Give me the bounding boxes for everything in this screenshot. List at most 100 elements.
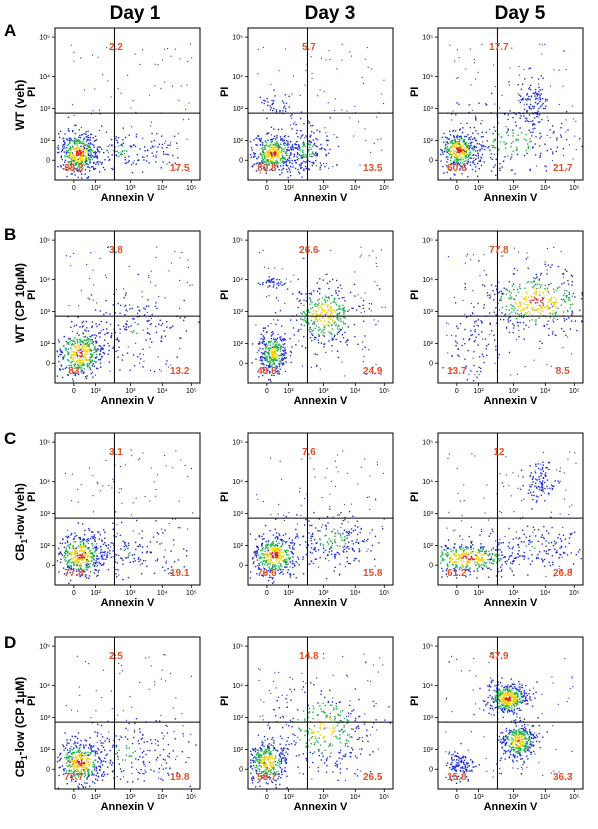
scatter-point xyxy=(276,367,278,369)
scatter-point xyxy=(110,138,113,141)
scatter-point xyxy=(62,356,64,358)
scatter-point xyxy=(478,333,480,336)
scatter-point xyxy=(260,137,262,140)
scatter-point xyxy=(90,149,93,151)
scatter-point xyxy=(90,372,92,375)
scatter-point xyxy=(96,302,98,304)
scatter-point xyxy=(303,123,305,125)
scatter-point xyxy=(101,162,103,164)
scatter-point xyxy=(551,151,554,153)
scatter-point xyxy=(68,567,70,569)
scatter-point xyxy=(94,334,96,336)
scatter-point xyxy=(163,153,165,155)
scatter-point xyxy=(525,133,527,136)
scatter-point xyxy=(535,323,537,326)
y-tick-label: 10² xyxy=(423,138,434,145)
scatter-point xyxy=(299,149,301,152)
scatter-point xyxy=(80,148,82,150)
scatter-point xyxy=(164,48,166,50)
scatter-point xyxy=(309,155,311,158)
scatter-point xyxy=(542,77,544,79)
scatter-point xyxy=(518,74,520,76)
scatter-point xyxy=(90,560,93,563)
scatter-point xyxy=(498,148,500,150)
scatter-point xyxy=(76,570,78,572)
scatter-point xyxy=(268,370,271,373)
scatter-point xyxy=(459,162,462,164)
scatter-point xyxy=(473,159,475,162)
scatter-point xyxy=(152,155,155,157)
x-tick-label: 10⁵ xyxy=(379,388,390,395)
scatter-point xyxy=(507,128,509,130)
scatter-point xyxy=(198,321,200,323)
scatter-point xyxy=(269,152,271,154)
scatter-point xyxy=(493,126,495,128)
scatter-point xyxy=(124,314,126,316)
scatter-point xyxy=(80,361,82,363)
scatter-point xyxy=(267,325,269,327)
scatter-point xyxy=(520,304,522,306)
scatter-point xyxy=(72,567,75,570)
scatter-point xyxy=(75,324,78,326)
scatter-point xyxy=(249,140,252,143)
scatter-point xyxy=(83,336,85,338)
scatter-point xyxy=(70,534,72,536)
scatter-point xyxy=(508,81,510,83)
scatter-point xyxy=(57,148,60,150)
scatter-point xyxy=(442,367,444,369)
scatter-point xyxy=(563,276,565,278)
scatter-point xyxy=(268,362,271,364)
scatter-point xyxy=(187,476,189,478)
scatter-point xyxy=(258,564,261,566)
scatter-point xyxy=(276,283,278,285)
scatter-point xyxy=(341,327,344,329)
scatter-point xyxy=(263,266,265,268)
scatter-point xyxy=(477,152,479,154)
scatter-point xyxy=(269,549,271,551)
scatter-point xyxy=(337,316,339,319)
scatter-point xyxy=(115,154,117,156)
scatter-point xyxy=(151,313,153,316)
scatter-point xyxy=(110,542,112,544)
scatter-point xyxy=(486,354,488,357)
scatter-point xyxy=(87,297,89,299)
scatter-point xyxy=(267,154,269,156)
scatter-point xyxy=(272,348,275,350)
scatter-point xyxy=(264,144,266,147)
scatter-point xyxy=(85,352,88,354)
scatter-point xyxy=(95,323,97,325)
scatter-point xyxy=(453,135,455,137)
scatter-point xyxy=(76,361,78,363)
scatter-point xyxy=(66,572,68,574)
scatter-point xyxy=(82,542,84,544)
scatter-point xyxy=(137,306,139,308)
scatter-point xyxy=(259,152,262,155)
scatter-points xyxy=(56,246,200,382)
scatter-point xyxy=(70,44,72,46)
scatter-point xyxy=(456,148,459,151)
scatter-point xyxy=(323,91,325,93)
scatter-point xyxy=(337,331,339,333)
scatter-point xyxy=(551,333,554,335)
scatter-point xyxy=(142,366,144,368)
scatter-point xyxy=(300,323,303,326)
scatter-point xyxy=(65,550,68,552)
scatter-point xyxy=(526,110,528,112)
scatter-point xyxy=(86,139,89,142)
scatter-point xyxy=(468,104,470,106)
scatter-point xyxy=(250,571,252,573)
scatter-point xyxy=(482,136,484,138)
scatter-point xyxy=(526,281,528,284)
scatter-point xyxy=(286,288,289,290)
scatter-point xyxy=(334,324,337,327)
scatter-point xyxy=(260,557,262,560)
scatter-point xyxy=(539,291,541,293)
scatter-point xyxy=(74,374,77,377)
scatter-point xyxy=(527,303,529,306)
scatter-point xyxy=(270,361,272,364)
quadrant-lower-left-pct: 48.5 xyxy=(257,366,277,377)
scatter-point xyxy=(96,562,98,564)
scatter-point xyxy=(159,369,161,371)
scatter-point xyxy=(288,106,290,108)
scatter-point xyxy=(106,149,108,152)
